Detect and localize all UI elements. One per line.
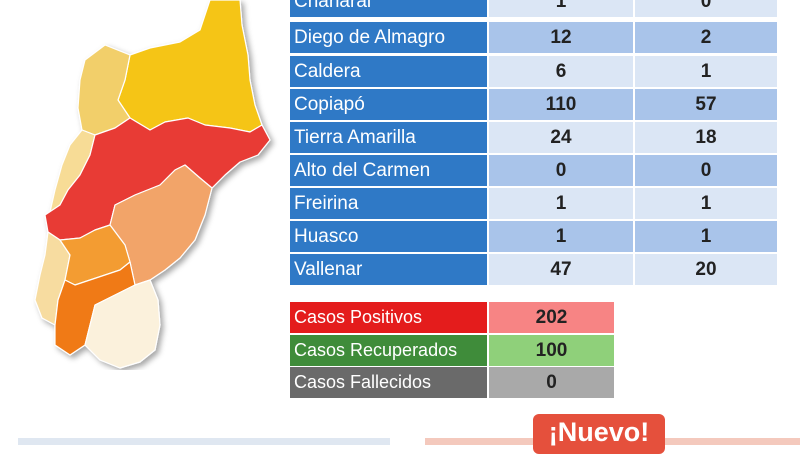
positivos-row: Casos Positivos 202 (290, 302, 614, 333)
commune-name: Freirina (290, 188, 487, 219)
table-row: Alto del Carmen 0 0 (290, 155, 777, 186)
commune-value-1: 0 (489, 155, 633, 186)
table-row: Vallenar 47 20 (290, 254, 777, 285)
commune-value-2: 57 (635, 89, 777, 120)
map-region-alto-del-carmen (84, 279, 161, 369)
recuperados-value: 100 (489, 335, 614, 366)
commune-value-1: 47 (489, 254, 633, 285)
fallecidos-value: 0 (489, 367, 614, 398)
commune-value-2: 0 (635, 155, 777, 186)
commune-value-2: 1 (635, 56, 777, 87)
table-row: Tierra Amarilla 24 18 (290, 122, 777, 153)
table-row: Freirina 1 1 (290, 188, 777, 219)
fallecidos-row: Casos Fallecidos 0 (290, 367, 614, 398)
commune-name: Alto del Carmen (290, 155, 487, 186)
commune-name: Copiapó (290, 89, 487, 120)
commune-value-2: 1 (635, 188, 777, 219)
commune-value-2: 18 (635, 122, 777, 153)
recuperados-label: Casos Recuperados (290, 335, 487, 366)
table-row: Chañaral 1 0 (290, 0, 777, 17)
table-row: Copiapó 110 57 (290, 89, 777, 120)
commune-value-1: 1 (489, 0, 633, 17)
positivos-value: 202 (489, 302, 614, 333)
commune-value-1: 110 (489, 89, 633, 120)
commune-name: Huasco (290, 221, 487, 252)
commune-name: Chañaral (290, 0, 487, 17)
map-region-chanaral (117, 0, 263, 133)
commune-value-1: 1 (489, 188, 633, 219)
commune-name: Diego de Almagro (290, 22, 487, 53)
table-row: Diego de Almagro 12 2 (290, 22, 777, 53)
footer-bar-left (18, 438, 390, 445)
nuevo-badge: ¡Nuevo! (533, 414, 665, 454)
positivos-label: Casos Positivos (290, 302, 487, 333)
commune-name: Tierra Amarilla (290, 122, 487, 153)
commune-value-1: 6 (489, 56, 633, 87)
commune-value-1: 1 (489, 221, 633, 252)
commune-name: Caldera (290, 56, 487, 87)
commune-name: Vallenar (290, 254, 487, 285)
table-row: Huasco 1 1 (290, 221, 777, 252)
commune-value-1: 24 (489, 122, 633, 153)
commune-value-2: 20 (635, 254, 777, 285)
atacama-region-map (34, 0, 271, 369)
recuperados-row: Casos Recuperados 100 (290, 335, 614, 366)
commune-value-2: 0 (635, 0, 777, 17)
fallecidos-label: Casos Fallecidos (290, 367, 487, 398)
commune-value-1: 12 (489, 22, 633, 53)
commune-value-2: 1 (635, 221, 777, 252)
table-row: Caldera 6 1 (290, 56, 777, 87)
commune-value-2: 2 (635, 22, 777, 53)
